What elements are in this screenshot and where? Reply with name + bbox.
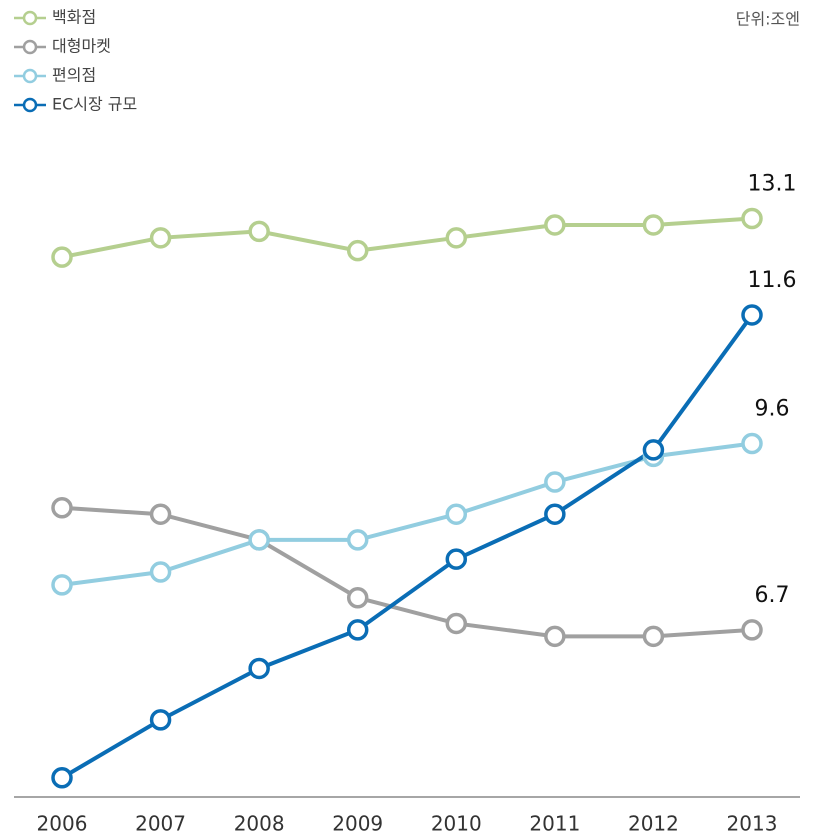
data-point <box>741 304 763 326</box>
data-point <box>741 432 763 455</box>
data-label: 6.7 <box>755 583 790 608</box>
x-tick-label: 2009 <box>332 812 383 836</box>
data-point <box>346 529 369 551</box>
data-label: 11.6 <box>748 268 797 293</box>
data-point <box>248 529 270 551</box>
data-point <box>51 766 73 789</box>
data-point <box>51 246 73 268</box>
data-point <box>642 439 665 461</box>
data-point <box>445 227 468 249</box>
data-point <box>149 561 172 583</box>
legend-label: 백화점 <box>52 8 96 27</box>
data-point <box>51 497 73 519</box>
legend-marker <box>22 68 38 84</box>
data-point <box>346 239 369 262</box>
data-point <box>642 625 665 648</box>
data-point <box>445 503 468 525</box>
x-tick-label: 2013 <box>727 812 778 836</box>
data-point <box>149 503 172 525</box>
series-line <box>60 313 754 780</box>
data-point <box>149 709 172 731</box>
series-line <box>61 505 753 639</box>
x-tick-label: 2011 <box>529 812 580 836</box>
data-label: 13.1 <box>748 172 797 197</box>
legend-marker <box>22 10 38 26</box>
data-point <box>445 548 468 570</box>
data-point <box>642 214 665 236</box>
data-point <box>445 612 468 635</box>
data-point <box>544 471 566 493</box>
data-point <box>248 220 270 243</box>
x-tick-label: 2008 <box>234 812 285 836</box>
data-point <box>544 214 566 236</box>
legend-label: 대형마켓 <box>52 37 111 56</box>
legend-marker <box>22 97 38 113</box>
data-point <box>51 574 73 596</box>
data-point <box>149 227 172 249</box>
x-tick-label: 2006 <box>37 812 88 836</box>
data-point <box>346 587 369 609</box>
data-point <box>544 625 566 648</box>
data-label: 9.6 <box>755 396 790 421</box>
x-tick-label: 2010 <box>431 812 482 836</box>
x-tick-label: 2012 <box>628 812 679 836</box>
data-point <box>346 619 369 641</box>
x-tick-label: 2007 <box>135 812 186 836</box>
unit-label: 단위:조엔 <box>736 10 800 29</box>
data-point <box>741 207 763 230</box>
data-point <box>248 657 270 680</box>
series-line <box>61 216 753 260</box>
data-point <box>544 503 566 525</box>
legend-marker <box>22 39 38 55</box>
legend-label: 편의점 <box>52 66 96 85</box>
data-point <box>741 619 763 641</box>
legend-label: EC시장 규모 <box>52 95 137 114</box>
